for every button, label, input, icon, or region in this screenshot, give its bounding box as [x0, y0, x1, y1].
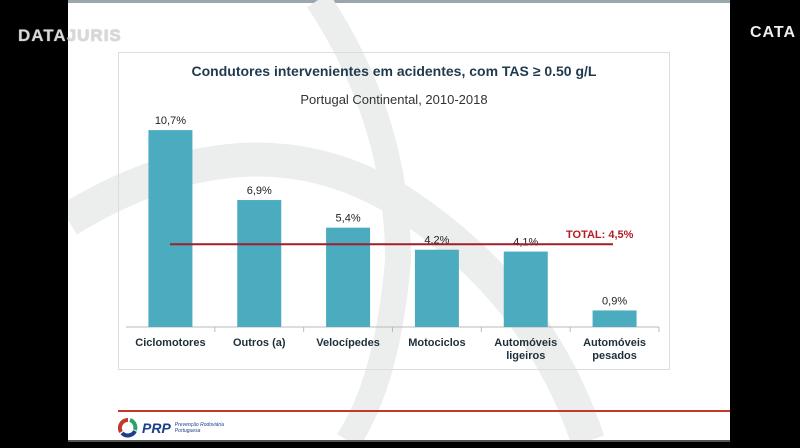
- category-label: ligeiros: [506, 350, 545, 362]
- bar: [503, 251, 548, 327]
- total-label: TOTAL: 4,5%: [566, 229, 634, 241]
- chart-title: Condutores intervenientes em acidentes, …: [191, 63, 597, 79]
- cata-logo: CATA: [750, 24, 797, 41]
- category-label: Outros (a): [233, 337, 286, 349]
- category-label: pesados: [592, 350, 637, 362]
- chart-frame: [118, 52, 670, 370]
- category-label: Ciclomotores: [135, 337, 205, 349]
- bar: [592, 310, 637, 327]
- bar: [326, 227, 371, 327]
- data-label: 6,9%: [247, 185, 272, 197]
- data-label: 4,1%: [513, 237, 538, 249]
- slide-top-bar: [68, 0, 730, 3]
- data-label: 0,9%: [602, 295, 627, 307]
- data-label: 10,7%: [155, 115, 186, 127]
- chart-subtitle: Portugal Continental, 2010-2018: [300, 92, 488, 107]
- prp-sub-1: Prevenção Rodoviária: [174, 422, 224, 428]
- prp-brand: PRP: [142, 420, 171, 436]
- data-label: 5,4%: [336, 213, 361, 225]
- prp-logo-icon: [118, 418, 138, 438]
- category-label: Automóveis: [494, 337, 557, 349]
- category-label: Velocípedes: [316, 337, 380, 349]
- prp-logo: PRP Prevenção Rodoviária Portuguesa: [118, 418, 224, 438]
- bar: [148, 130, 193, 327]
- bar: [414, 249, 459, 327]
- footer-divider: [118, 410, 730, 412]
- bar: [237, 200, 282, 327]
- category-label: Motociclos: [408, 337, 465, 349]
- category-label: Automóveis: [583, 337, 646, 349]
- datajuris-logo: DATAJURIS: [18, 26, 122, 45]
- slide-bottom-border: [68, 440, 730, 442]
- prp-sub-2: Portuguesa: [174, 428, 201, 434]
